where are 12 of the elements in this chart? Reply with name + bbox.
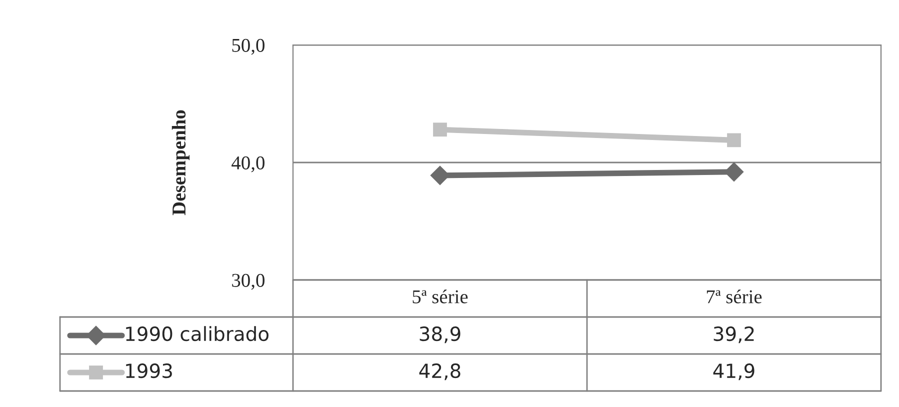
- x-tick-label: 7ª série: [706, 290, 762, 304]
- data-label: 41,9: [713, 363, 754, 380]
- y-tick-label: 40,0: [232, 156, 264, 172]
- legend-label: 1993: [126, 363, 172, 378]
- data-label: 38,9: [420, 326, 460, 344]
- x-tick-label: 5ª série: [412, 290, 468, 304]
- legend-label: 1990 calibrado: [126, 326, 269, 342]
- y-axis-title: Desempenho: [172, 110, 190, 216]
- data-label: 42,8: [419, 363, 460, 380]
- data-label: 39,2: [714, 326, 754, 344]
- y-tick-label: 30,0: [232, 274, 264, 290]
- y-tick-label: 50,0: [232, 38, 264, 55]
